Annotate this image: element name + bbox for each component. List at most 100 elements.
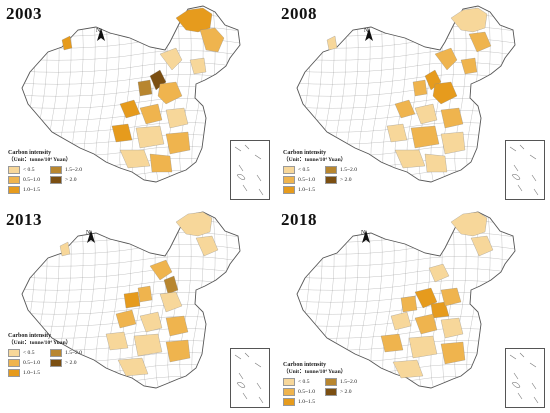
legend-label: 0.5~1.0: [298, 177, 316, 184]
region-fill: [165, 131, 191, 155]
south-china-sea-inset: [230, 140, 270, 200]
legend-item-2: 0.5~1.0: [283, 176, 325, 185]
year-label: 2018: [281, 210, 317, 229]
region-fill: [410, 125, 440, 149]
region-fill: [165, 315, 189, 337]
inset-islands: [234, 144, 264, 196]
region-fill: [137, 79, 153, 97]
region-fill: [440, 107, 464, 129]
legend-label: 1.0~1.5: [298, 399, 316, 406]
legend-label: 1.0~1.5: [23, 370, 41, 377]
legend-label: < 0.5: [23, 350, 35, 357]
legend-swatch: [325, 378, 337, 387]
region-fill: [111, 123, 133, 143]
region-fill: [199, 27, 225, 53]
legend-item-4: 1.5~2.0: [325, 166, 367, 175]
legend-swatch: [283, 186, 295, 195]
legend-item-1: < 0.5: [283, 166, 325, 175]
legend-label: 1.5~2.0: [65, 350, 83, 357]
region-fill: [430, 301, 450, 319]
north-arrow: N: [86, 230, 95, 243]
region-fill: [394, 99, 416, 119]
china-map-2008: [296, 5, 516, 183]
north-arrow-icon: [365, 28, 373, 41]
north-arrow: N: [364, 28, 373, 41]
region-fill: [400, 295, 418, 313]
region-fill: [163, 275, 179, 295]
legend: Carbon intensity （Unit：tonne/10⁴ Yuan） <…: [8, 150, 92, 195]
legend-item-1: < 0.5: [283, 378, 325, 387]
legend-swatch: [8, 186, 20, 195]
legend-swatch: [325, 176, 337, 185]
region-fill: [450, 211, 488, 237]
region-fill: [135, 125, 165, 149]
region-fill: [175, 7, 213, 33]
legend-item-4: 1.5~2.0: [50, 166, 92, 175]
region-fill: [59, 241, 71, 257]
region-fill: [414, 103, 438, 125]
south-china-sea-inset: [505, 348, 545, 408]
legend-item-2: 0.5~1.0: [8, 176, 50, 185]
panel-2003: 2003 N Carbon intensity （Unit：tonne/10⁴ …: [0, 0, 275, 206]
legend: Carbon intensity （Unit：tonne/10⁴ Yuan） <…: [8, 333, 92, 378]
legend-label: 1.5~2.0: [340, 167, 358, 174]
region-fill: [189, 57, 207, 75]
legend-swatch: [325, 166, 337, 175]
legend-unit: （Unit：tonne/10⁴ Yuan）: [283, 156, 347, 163]
legend-title: Carbon intensity: [283, 150, 327, 156]
legend-swatch: [283, 378, 295, 387]
legend-title: Carbon intensity: [8, 333, 52, 339]
region-fill: [424, 153, 448, 173]
legend-swatch: [8, 369, 20, 378]
region-fill: [149, 259, 173, 281]
legend-label: 1.0~1.5: [298, 187, 316, 194]
panel-2018: 2018 N Carbon intensity （Unit：tonne/10⁴ …: [275, 206, 550, 412]
legend-swatch: [8, 359, 20, 368]
legend-swatch: [283, 176, 295, 185]
region-fill: [434, 47, 458, 71]
legend: Carbon intensity （Unit：tonne/10⁴ Yuan） <…: [283, 150, 367, 195]
legend-label: < 0.5: [23, 167, 35, 174]
region-fill: [440, 317, 464, 339]
region-fill: [380, 333, 404, 353]
legend-item-4: 1.5~2.0: [50, 349, 92, 358]
legend-label: > 2.0: [65, 177, 77, 184]
region-fill: [450, 7, 488, 33]
city-fills: [380, 211, 494, 379]
region-fill: [432, 81, 458, 105]
legend-swatch: [8, 176, 20, 185]
region-fill: [159, 291, 183, 313]
legend-item-3: 1.0~1.5: [283, 186, 325, 195]
region-fill: [115, 309, 137, 329]
north-arrow: N: [361, 230, 370, 243]
legend-swatch: [50, 176, 62, 185]
year-label: 2008: [281, 4, 317, 23]
region-fill: [326, 35, 338, 51]
north-arrow: N: [96, 28, 105, 41]
legend-swatch: [50, 166, 62, 175]
region-fill: [468, 31, 492, 53]
legend-item-5: > 2.0: [325, 388, 367, 397]
panel-2008: 2008 N Carbon intensity （Unit：tonne/10⁴ …: [275, 0, 550, 206]
north-arrow-icon: [97, 28, 105, 41]
legend-label: > 2.0: [340, 177, 352, 184]
legend-item-5: > 2.0: [325, 176, 367, 185]
region-fill: [412, 79, 428, 97]
region-fill: [159, 47, 183, 71]
region-fill: [137, 285, 153, 303]
legend-swatch: [283, 166, 295, 175]
legend-title: Carbon intensity: [283, 362, 327, 368]
region-fill: [117, 357, 149, 377]
region-fill: [386, 123, 408, 143]
north-arrow-icon: [362, 230, 370, 243]
north-arrow-icon: [87, 230, 95, 243]
region-fill: [195, 235, 219, 257]
region-fill: [440, 287, 462, 307]
region-fill: [139, 311, 163, 333]
city-fills: [326, 7, 492, 173]
year-label: 2013: [6, 210, 42, 229]
legend-item-2: 0.5~1.0: [283, 388, 325, 397]
region-fill: [440, 131, 466, 155]
legend-label: 0.5~1.0: [23, 177, 41, 184]
